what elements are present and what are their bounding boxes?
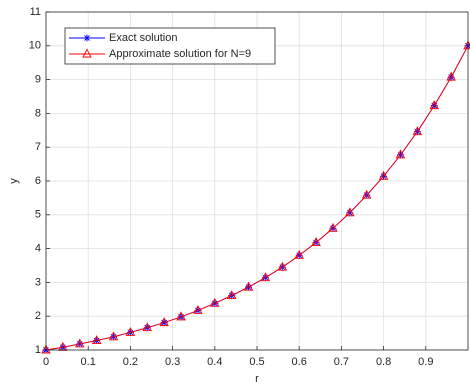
x-tick-label: 0.1	[81, 356, 96, 368]
marker	[83, 34, 91, 42]
y-tick-label: 1	[35, 344, 41, 356]
y-tick-label: 4	[35, 243, 41, 255]
x-tick-label: 0	[43, 356, 49, 368]
marker	[294, 249, 304, 259]
series-line	[45, 45, 469, 351]
marker	[91, 335, 102, 344]
y-axis-label: y	[8, 178, 20, 184]
marker	[125, 326, 136, 336]
x-tick-label: 0.7	[334, 356, 349, 368]
marker	[446, 71, 456, 81]
marker	[82, 48, 92, 58]
x-tick-label: 0.9	[418, 356, 433, 368]
marker	[142, 322, 153, 332]
y-tick-label: 8	[35, 107, 41, 119]
x-tick-label: 0.2	[123, 356, 138, 368]
marker	[395, 149, 406, 159]
y-tick-label: 10	[29, 40, 41, 52]
marker	[226, 290, 237, 300]
marker	[412, 126, 423, 136]
y-tick-label: 2	[35, 310, 41, 322]
x-tick-label: 0.4	[207, 356, 222, 368]
y-tick-label: 7	[35, 141, 41, 153]
marker	[193, 304, 203, 314]
marker	[429, 100, 439, 110]
marker	[41, 344, 51, 354]
y-tick-label: 5	[35, 209, 41, 221]
x-tick-label: 0.6	[292, 356, 307, 368]
marker	[260, 272, 271, 282]
marker	[361, 189, 372, 199]
legend-box	[64, 27, 276, 65]
marker	[159, 317, 169, 327]
marker	[277, 261, 288, 271]
marker	[243, 281, 254, 291]
marker	[210, 297, 220, 307]
x-tick-label: 0.8	[376, 356, 391, 368]
y-tick-label: 11	[30, 6, 41, 18]
marker	[75, 338, 85, 348]
y-tick-label: 3	[35, 276, 41, 288]
marker	[328, 222, 338, 232]
marker	[176, 311, 186, 321]
y-tick-label: 6	[35, 175, 41, 187]
grid	[45, 11, 468, 351]
axes-box	[45, 11, 469, 351]
marker	[311, 237, 321, 246]
legend: Exact solution Approximate solution for N…	[64, 27, 276, 65]
marker	[108, 331, 119, 341]
marker	[345, 207, 355, 217]
x-tick-label: 0.3	[165, 356, 180, 368]
marker	[378, 170, 389, 180]
x-tick-label: 0.5	[249, 356, 264, 368]
y-tick-label: 9	[35, 74, 41, 86]
x-axis-label: r	[255, 373, 259, 385]
legend-label: Approximate solution for N=9	[109, 48, 251, 60]
legend-label: Exact solution	[109, 32, 177, 44]
marks	[41, 40, 470, 354]
